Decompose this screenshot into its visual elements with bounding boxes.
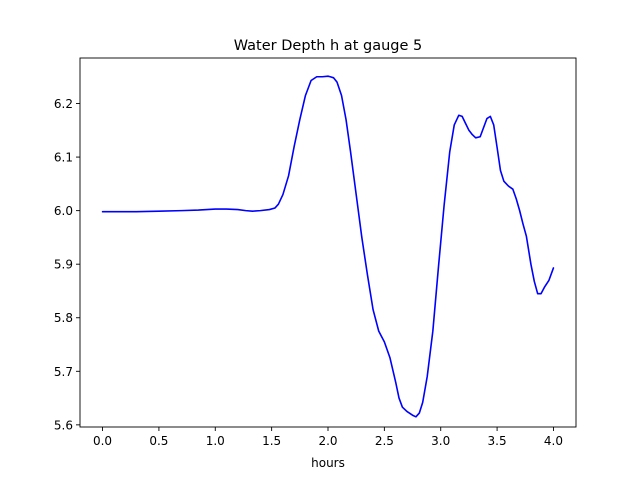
- x-tick-label: 2.5: [375, 434, 394, 448]
- y-tick-label: 5.9: [54, 258, 73, 272]
- series-line-0: [101, 75, 555, 418]
- y-tick-label: 5.8: [54, 311, 73, 325]
- x-tick-label: 2.0: [318, 434, 337, 448]
- x-tick-label: 4.0: [544, 434, 563, 448]
- x-axis-title: hours: [311, 456, 345, 470]
- x-tick-label: 0.0: [93, 434, 112, 448]
- y-tick-label: 6.2: [54, 97, 73, 111]
- y-tick-label: 5.7: [54, 365, 73, 379]
- x-tick-label: 3.5: [488, 434, 507, 448]
- y-tick-label: 6.1: [54, 151, 73, 165]
- y-tick-label: 6.0: [54, 204, 73, 218]
- x-tick-label: 3.0: [431, 434, 450, 448]
- x-tick-label: 0.5: [149, 434, 168, 448]
- axes-layer: 0.0 0.5 1.0 1.5 2.0 2.5 3.0 3.5 4.0 5.6 5.7 5.8 5.9 6…: [54, 57, 577, 448]
- x-tick-label: 1.0: [206, 434, 225, 448]
- chart-title: Water Depth h at gauge 5: [234, 38, 422, 54]
- x-tick-label: 1.5: [262, 434, 281, 448]
- y-tick-label: 5.6: [54, 418, 73, 432]
- series-layer: [101, 75, 555, 418]
